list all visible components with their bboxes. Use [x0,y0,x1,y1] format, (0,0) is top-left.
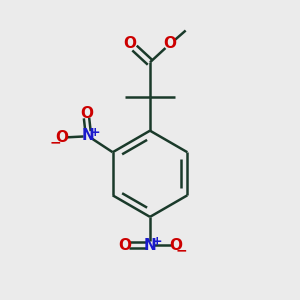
Text: N: N [82,128,94,143]
Text: O: O [164,36,177,51]
Text: O: O [123,36,136,51]
Text: −: − [50,136,61,150]
Text: −: − [176,244,188,257]
Text: O: O [80,106,93,121]
Text: N: N [144,238,156,253]
Text: O: O [169,238,182,253]
Text: +: + [151,235,162,248]
Text: O: O [118,238,131,253]
Text: O: O [56,130,68,145]
Text: +: + [89,125,100,139]
